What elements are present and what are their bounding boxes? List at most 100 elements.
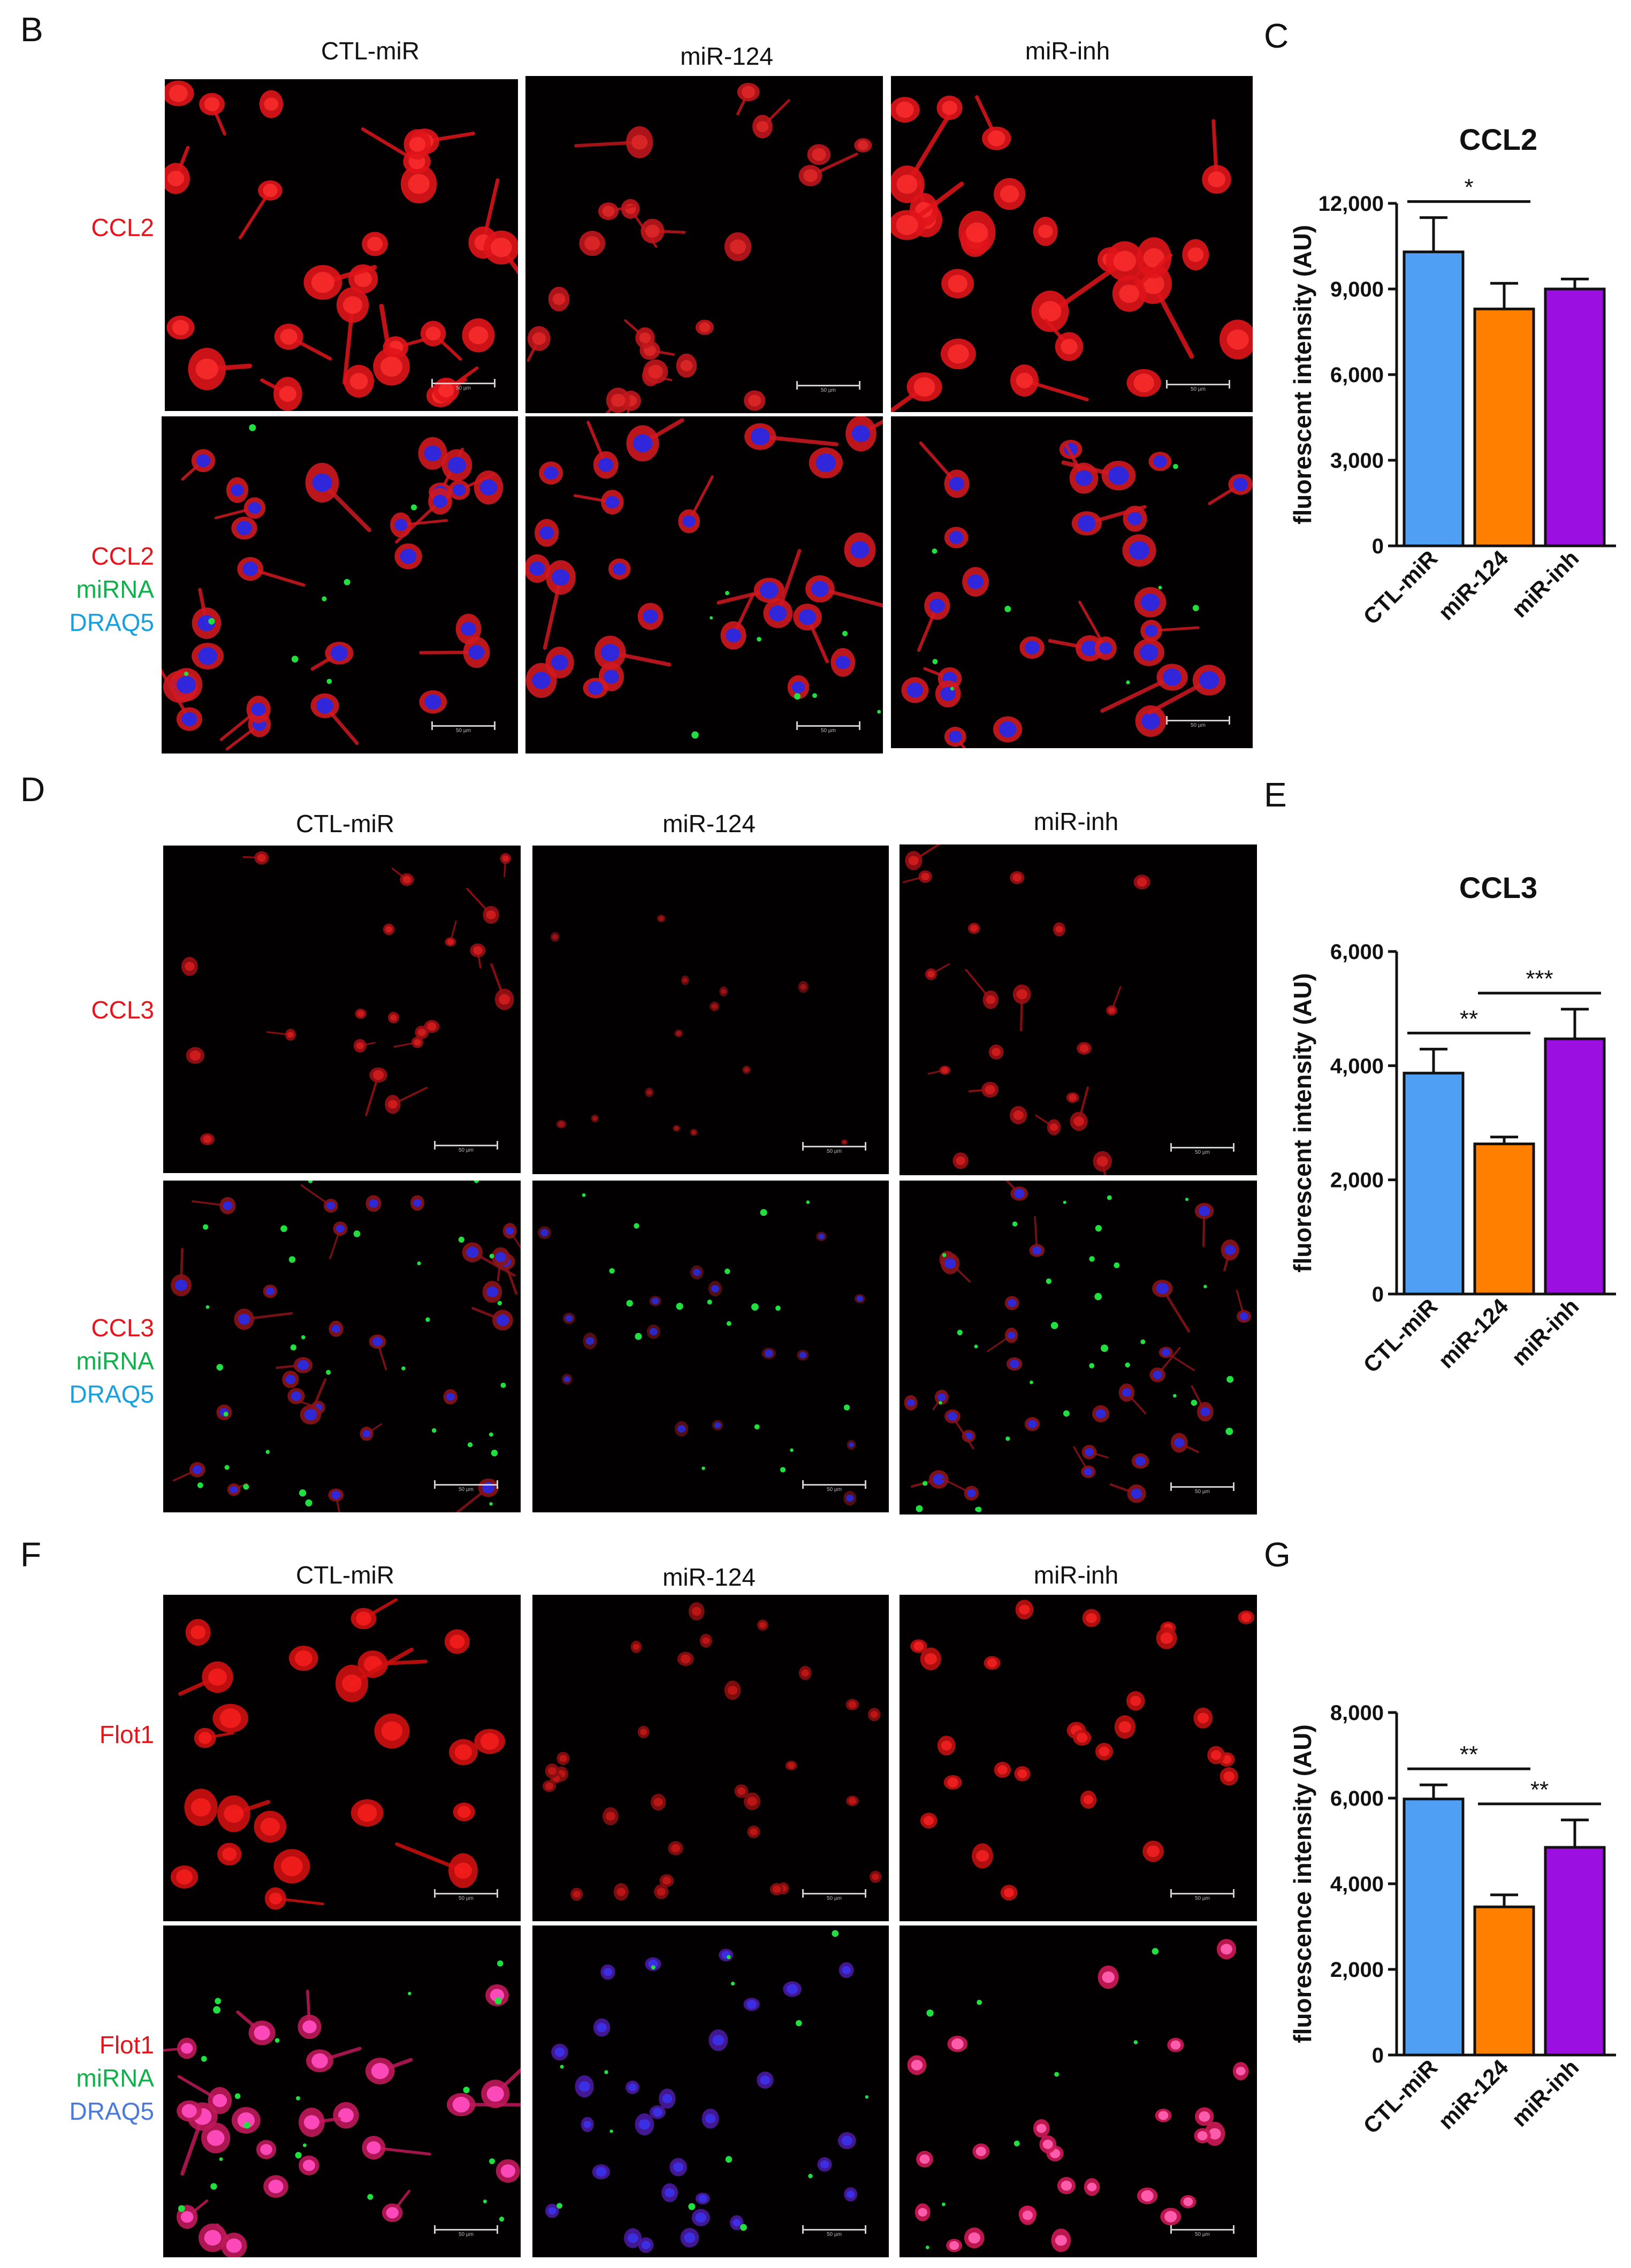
- bar-chart-ccl2: CCL2 0 3,000 6,000 9,000 12,000 fluorescent in…: [1274, 118, 1616, 685]
- panel-letter-b: B: [20, 10, 43, 49]
- y-tick-label: 0: [1372, 2044, 1384, 2067]
- y-tick-label: 0: [1372, 1283, 1384, 1306]
- micrograph-b-ccl2-inh: 50 µm: [891, 76, 1253, 412]
- chart-title: CCL2: [1459, 123, 1537, 156]
- micrograph-d-merge-mir124: 50 µm: [532, 1181, 889, 1512]
- y-tick-label: 8,000: [1330, 1701, 1384, 1725]
- column-title-mir-124: miR-124: [662, 810, 756, 838]
- y-axis-label: fluorescent intensity (AU): [1289, 225, 1316, 524]
- micrograph-d-ccl3-mir124: 50 µm: [532, 846, 889, 1174]
- scale-bar: 50 µm: [434, 2225, 498, 2237]
- scale-bar: 50 µm: [434, 1141, 498, 1153]
- marker-label-draq5: DRAQ5: [69, 608, 154, 636]
- scale-bar: 50 µm: [1170, 1889, 1234, 1901]
- panel-letter-e: E: [1264, 775, 1287, 814]
- x-tick-label: CTL-miR: [1358, 2054, 1442, 2138]
- panel-letter-d: D: [20, 770, 45, 809]
- bar-mir-124: [1473, 1905, 1535, 2057]
- bar-mir-inh: [1544, 1846, 1606, 2057]
- chart-svg: CCL3 0 2,000 4,000 6,000 fluorescent intensit…: [1289, 871, 1616, 1377]
- scale-bar: 50 µm: [431, 379, 496, 391]
- bar-ctl-mir: [1403, 1798, 1465, 2057]
- x-tick-label: CTL-miR: [1358, 545, 1442, 629]
- micrograph-d-merge-ctl: 50 µm: [163, 1181, 521, 1512]
- marker-label-ccl3: CCL3: [91, 996, 154, 1024]
- significance-marker: *: [1464, 174, 1473, 201]
- x-tick-label: miR-inh: [1507, 2054, 1584, 2132]
- scale-bar: 50 µm: [1170, 1482, 1234, 1495]
- micrograph-b-merge-inh: 50 µm: [891, 416, 1253, 748]
- scale-bar: 50 µm: [802, 1142, 866, 1154]
- significance-marker: ***: [1526, 966, 1553, 992]
- x-tick-label: miR-124: [1434, 2054, 1513, 2134]
- column-title-mir-124: miR-124: [680, 42, 773, 70]
- scale-bar: 50 µm: [796, 381, 860, 393]
- y-tick-label: 0: [1372, 535, 1384, 558]
- scale-bar: 50 µm: [802, 2225, 866, 2237]
- column-title-ctl-mir: CTL-miR: [321, 37, 420, 65]
- x-tick-label: miR-124: [1434, 545, 1513, 625]
- y-tick-label: 6,000: [1330, 1787, 1384, 1810]
- row-label-f2: Flot1 miRNA DRAQ5: [31, 2028, 154, 2128]
- x-tick-label: miR-124: [1434, 1293, 1513, 1373]
- column-title-ctl-mir: CTL-miR: [296, 1561, 394, 1589]
- marker-label-mirna: miRNA: [76, 1347, 154, 1375]
- micrograph-b-ccl2-ctl: 50 µm: [165, 79, 518, 411]
- micrograph-b-ccl2-mir124: 50 µm: [525, 76, 883, 413]
- scale-bar: 50 µm: [434, 1889, 498, 1901]
- micrograph-b-merge-mir124: 50 µm: [525, 416, 883, 754]
- x-tick-label: CTL-miR: [1358, 1293, 1442, 1377]
- marker-label-flot1: Flot1: [99, 1721, 154, 1748]
- marker-label-ccl2: CCL2: [91, 214, 154, 241]
- significance-marker: **: [1530, 1777, 1549, 1803]
- bar-chart-ccl3: CCL3 0 2,000 4,000 6,000 fluorescent intensit…: [1274, 866, 1616, 1433]
- chart-svg: 0 2,000 4,000 6,000 8,000 fluorescence intens…: [1289, 1701, 1616, 2138]
- y-axis-label: fluorescent intensity (AU): [1289, 973, 1316, 1273]
- scale-bar: 50 µm: [796, 721, 860, 734]
- micrograph-b-merge-ctl: 50 µm: [162, 416, 518, 754]
- marker-label-draq5: DRAQ5: [69, 1380, 154, 1408]
- significance-marker: **: [1460, 1006, 1478, 1032]
- column-title-ctl-mir: CTL-miR: [296, 810, 394, 838]
- scale-bar: 50 µm: [1170, 1143, 1234, 1155]
- row-label-b1: CCL2: [31, 211, 154, 244]
- row-label-f1: Flot1: [31, 1718, 154, 1751]
- x-tick-label: miR-inh: [1507, 545, 1584, 622]
- scale-bar: 50 µm: [431, 721, 496, 734]
- scale-bar: 50 µm: [434, 1480, 498, 1493]
- bar-mir-inh: [1544, 287, 1606, 547]
- scale-bar: 50 µm: [1170, 2225, 1234, 2237]
- marker-label-ccl2: CCL2: [91, 542, 154, 570]
- column-title-mir-inh: miR-inh: [1025, 37, 1110, 65]
- row-label-d1: CCL3: [31, 993, 154, 1026]
- micrograph-f-flot1-inh: 50 µm: [900, 1595, 1257, 1921]
- y-tick-label: 9,000: [1330, 278, 1384, 301]
- scale-bar: 50 µm: [1166, 380, 1230, 392]
- panel-letter-c: C: [1264, 17, 1289, 55]
- y-axis-label: fluorescence intensity (AU): [1289, 1724, 1316, 2043]
- marker-label-flot1: Flot1: [99, 2031, 154, 2059]
- y-tick-label: 2,000: [1330, 1958, 1384, 1982]
- column-title-mir-inh: miR-inh: [1033, 1561, 1119, 1589]
- y-tick-label: 4,000: [1330, 1873, 1384, 1896]
- marker-label-mirna: miRNA: [76, 2064, 154, 2092]
- y-tick-label: 12,000: [1318, 192, 1384, 216]
- marker-label-draq5: DRAQ5: [69, 2097, 154, 2125]
- marker-label-mirna: miRNA: [76, 575, 154, 603]
- micrograph-f-merge-mir124: 50 µm: [532, 1925, 889, 2257]
- micrograph-f-flot1-mir124: 50 µm: [532, 1595, 889, 1921]
- y-tick-label: 6,000: [1330, 940, 1384, 964]
- bar-ctl-mir: [1403, 1071, 1465, 1296]
- micrograph-f-merge-inh: 50 µm: [900, 1925, 1257, 2257]
- micrograph-d-merge-inh: 50 µm: [900, 1181, 1257, 1514]
- row-label-d2: CCL3 miRNA DRAQ5: [31, 1311, 154, 1411]
- column-title-mir-124: miR-124: [662, 1563, 756, 1591]
- scale-bar: 50 µm: [802, 1889, 866, 1901]
- row-label-b2: CCL2 miRNA DRAQ5: [31, 539, 154, 639]
- micrograph-f-flot1-ctl: 50 µm: [163, 1595, 521, 1921]
- column-title-mir-inh: miR-inh: [1033, 808, 1119, 835]
- chart-title: CCL3: [1459, 871, 1537, 904]
- bar-mir-124: [1473, 1142, 1535, 1296]
- micrograph-d-ccl3-ctl: 50 µm: [163, 846, 521, 1173]
- scale-bar: 50 µm: [802, 1480, 866, 1493]
